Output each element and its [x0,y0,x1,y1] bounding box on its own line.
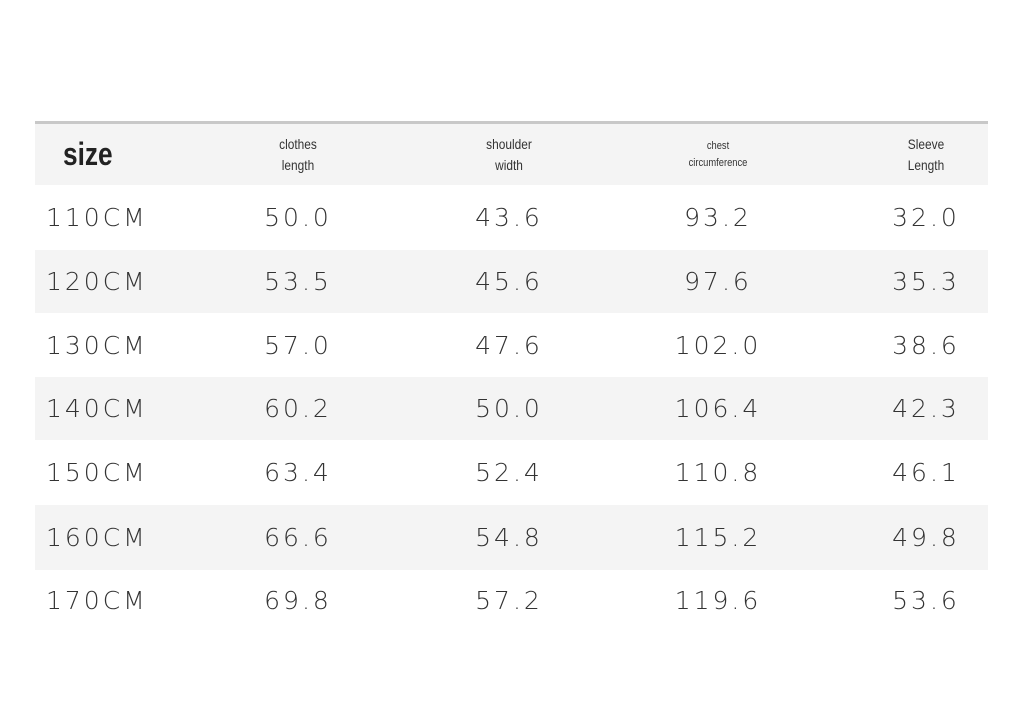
table-cell: 60.2 [264,394,332,423]
header-cell: chest circumference [642,124,795,185]
table-cell: 110CM [46,203,148,232]
table-cell: 53.6 [892,585,960,615]
header-text: chest [706,139,730,152]
table-cell: 38.6 [892,330,960,360]
table-cell: 106.4 [674,394,762,423]
table-cell: 42.3 [892,394,960,423]
table-cell: 150CM [46,458,148,487]
table-cell: 110.8 [674,458,762,487]
header-text: circumference [688,156,748,169]
table-cell: 119.6 [674,585,762,615]
header-text: clothes [279,135,317,152]
table-cell: 57.2 [475,585,543,615]
header-cell: size [63,124,202,185]
table-row: 110CM 50.0 43.6 93.2 32.0 [35,185,988,250]
header-text: Length [907,156,945,173]
table-row: 150CM 63.4 52.4 110.8 46.1 [35,440,988,505]
table-cell: 160CM [46,523,148,552]
table-cell: 93.2 [684,203,752,232]
table-cell: 97.6 [684,267,752,296]
table-cell: 47.6 [475,330,543,360]
header-text: size [63,136,113,172]
table-row: 170CM 69.8 57.2 119.6 53.6 [35,570,988,630]
table-cell: 57.0 [264,330,332,360]
table-row: 120CM 53.5 45.6 97.6 35.3 [35,250,988,313]
table-cell: 130CM [46,330,148,360]
header-text: width [495,156,523,173]
header-row: size clothes length shoulder width chest circu… [35,124,988,185]
header-cell: shoulder width [433,124,586,185]
table-cell: 120CM [46,267,148,296]
table-cell: 52.4 [475,458,543,487]
table-cell: 50.0 [475,394,543,423]
table-row: 160CM 66.6 54.8 115.2 49.8 [35,505,988,570]
table-cell: 102.0 [674,330,762,360]
table-row: 130CM 57.0 47.6 102.0 38.6 [35,313,988,377]
header-cell: Sleeve Length [850,124,1003,185]
table-cell: 32.0 [892,203,960,232]
table-cell: 140CM [46,394,148,423]
table-cell: 63.4 [264,458,332,487]
table-cell: 35.3 [892,267,960,296]
header-cell: clothes length [222,124,375,185]
table-cell: 46.1 [892,458,960,487]
table-row: 140CM 60.2 50.0 106.4 42.3 [35,377,988,440]
table-cell: 170CM [46,585,148,615]
table-cell: 49.8 [892,523,960,552]
header-text: length [281,156,315,173]
table-cell: 66.6 [264,523,332,552]
table-cell: 50.0 [264,203,332,232]
table-cell: 54.8 [475,523,543,552]
table-cell: 43.6 [475,203,543,232]
table-cell: 69.8 [264,585,332,615]
header-text: Sleeve [907,135,945,152]
header-text: shoulder [486,135,532,152]
table-cell: 45.6 [475,267,543,296]
table-cell: 115.2 [674,523,762,552]
table-top-rule [35,121,988,124]
table-cell: 53.5 [264,267,332,296]
